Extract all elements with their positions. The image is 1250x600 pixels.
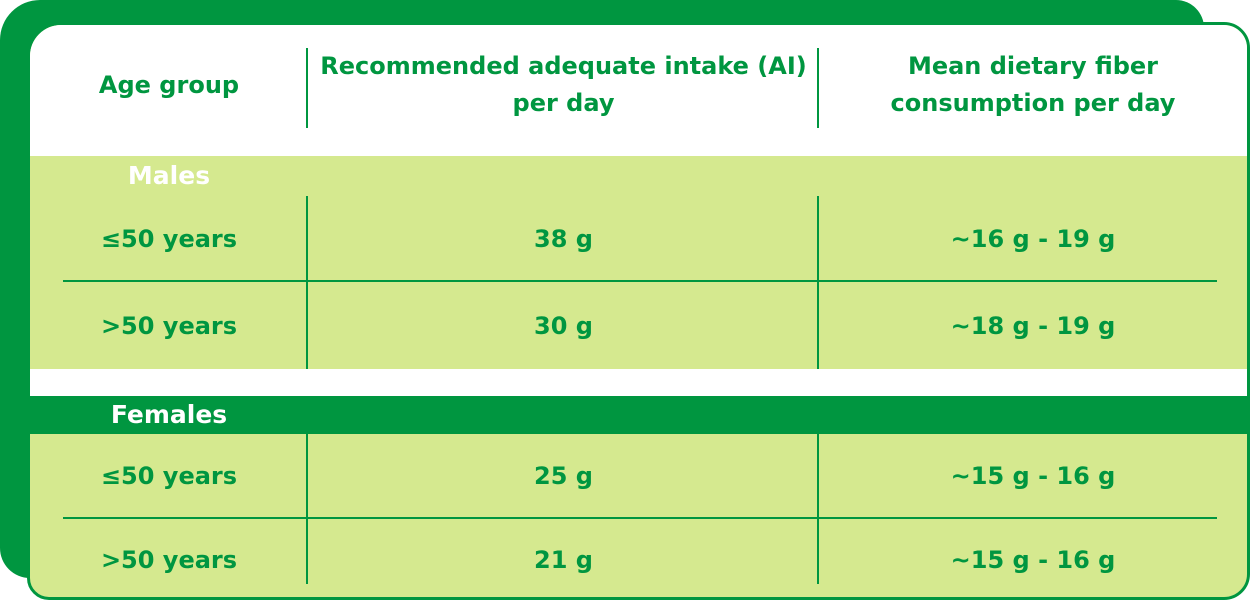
group-band-females: Females [30,396,1247,434]
row-divider [63,517,1217,519]
cell-ai: 30 g [534,311,593,340]
column-divider [817,48,819,128]
column-divider [306,48,308,128]
cell-mean: ~18 g - 19 g [950,311,1116,340]
header-age-group: Age group [98,70,240,99]
column-divider [306,434,308,584]
column-divider [306,196,308,369]
cell-age: >50 years [100,546,238,574]
cell-age: ≤50 years [100,462,238,490]
group-label: Females [110,400,228,429]
header-mean-consumption: Mean dietary fiber consumption per day [890,52,1176,117]
cell-age: >50 years [100,311,238,340]
table-header: Age group Recommended adequate intake (A… [30,25,1247,156]
cell-ai: 38 g [534,224,593,253]
group-label: Males [127,161,211,190]
cell-ai: 21 g [534,546,593,574]
cell-mean: ~16 g - 19 g [950,224,1116,253]
cell-mean: ~15 g - 16 g [950,546,1116,574]
cell-mean: ~15 g - 16 g [950,462,1116,490]
column-divider [817,196,819,369]
cell-ai: 25 g [534,462,593,490]
cell-age: ≤50 years [100,224,238,253]
header-recommended-ai: Recommended adequate intake (AI) per day [320,52,807,117]
group-spacer [30,369,1247,396]
column-divider [817,434,819,584]
row-divider [63,280,1217,282]
fiber-intake-table: Age group Recommended adequate intake (A… [27,22,1250,600]
